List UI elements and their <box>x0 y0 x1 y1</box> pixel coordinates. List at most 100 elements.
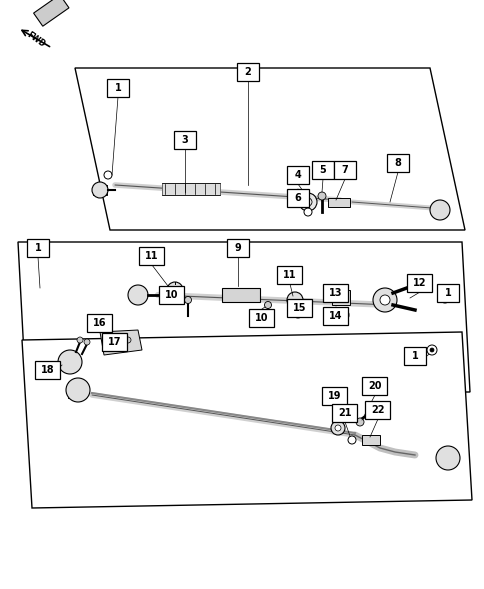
Bar <box>361 435 379 445</box>
Text: 1: 1 <box>411 351 418 361</box>
Bar <box>87 314 112 332</box>
Bar <box>107 79 129 97</box>
Bar <box>323 284 348 302</box>
Text: 13: 13 <box>329 288 342 298</box>
Bar <box>323 307 348 325</box>
Circle shape <box>442 296 446 300</box>
Bar <box>27 239 49 257</box>
Text: 8: 8 <box>394 158 401 168</box>
Text: 14: 14 <box>329 311 342 321</box>
Bar <box>386 154 408 172</box>
Bar <box>407 274 432 292</box>
Circle shape <box>287 292 302 308</box>
Bar <box>93 185 107 195</box>
Text: 7: 7 <box>341 165 348 175</box>
Bar <box>222 288 259 302</box>
Text: 10: 10 <box>165 290 179 300</box>
Circle shape <box>292 308 302 318</box>
Bar <box>277 266 302 284</box>
Text: 18: 18 <box>41 365 55 375</box>
Text: 9: 9 <box>234 243 241 253</box>
Bar <box>365 401 390 419</box>
Bar <box>439 450 455 466</box>
Bar <box>332 404 357 422</box>
Circle shape <box>355 418 363 426</box>
Circle shape <box>184 296 191 303</box>
Circle shape <box>429 348 433 352</box>
Bar <box>287 166 308 184</box>
Text: 21: 21 <box>337 408 351 418</box>
Bar <box>287 189 308 207</box>
Circle shape <box>125 337 131 343</box>
Bar <box>159 286 184 304</box>
Text: FWD: FWD <box>25 31 46 49</box>
Bar <box>249 309 274 327</box>
Bar <box>237 63 258 81</box>
Bar <box>403 347 425 365</box>
Bar <box>333 161 355 179</box>
Bar <box>162 183 220 195</box>
Circle shape <box>128 285 148 305</box>
Circle shape <box>348 436 355 444</box>
Polygon shape <box>100 330 142 355</box>
Circle shape <box>435 446 459 470</box>
Circle shape <box>334 308 348 322</box>
Text: 20: 20 <box>367 381 381 391</box>
Polygon shape <box>22 332 471 508</box>
Bar <box>362 377 387 395</box>
Circle shape <box>88 324 96 332</box>
Text: 17: 17 <box>108 337 121 347</box>
Text: 4: 4 <box>294 170 301 180</box>
Text: 5: 5 <box>319 165 326 175</box>
Polygon shape <box>18 242 469 392</box>
Bar <box>33 0 69 26</box>
Circle shape <box>109 337 115 343</box>
Circle shape <box>330 421 344 435</box>
Bar <box>311 161 333 179</box>
Bar <box>287 299 312 317</box>
Bar <box>139 247 164 265</box>
Text: 1: 1 <box>34 243 41 253</box>
Bar <box>35 361 60 379</box>
Circle shape <box>429 200 449 220</box>
Text: 2: 2 <box>244 67 251 77</box>
Circle shape <box>298 193 317 211</box>
Circle shape <box>426 345 436 355</box>
Text: 11: 11 <box>283 270 296 280</box>
Bar <box>332 290 349 305</box>
Circle shape <box>372 288 396 312</box>
Text: 16: 16 <box>93 318 106 328</box>
Bar <box>102 333 127 351</box>
Text: 6: 6 <box>294 193 301 203</box>
Circle shape <box>439 293 449 303</box>
Text: 22: 22 <box>370 405 384 415</box>
Text: 15: 15 <box>293 303 306 313</box>
Circle shape <box>379 295 389 305</box>
Polygon shape <box>75 68 464 230</box>
Circle shape <box>92 182 108 198</box>
Bar <box>68 382 86 398</box>
Circle shape <box>303 208 311 216</box>
Text: 19: 19 <box>328 391 341 401</box>
Text: 12: 12 <box>412 278 426 288</box>
Circle shape <box>66 378 90 402</box>
Circle shape <box>166 282 182 298</box>
Bar <box>322 387 347 405</box>
Circle shape <box>84 339 90 345</box>
Text: 1: 1 <box>444 288 451 298</box>
Text: 10: 10 <box>255 313 268 323</box>
Circle shape <box>58 350 82 374</box>
Circle shape <box>303 198 311 206</box>
Circle shape <box>77 337 83 343</box>
Text: 1: 1 <box>114 83 121 93</box>
Text: 11: 11 <box>145 251 158 261</box>
Circle shape <box>264 302 271 309</box>
Circle shape <box>334 425 340 431</box>
Bar <box>227 239 248 257</box>
Bar <box>327 198 349 207</box>
Circle shape <box>338 312 344 318</box>
Circle shape <box>318 192 325 200</box>
Bar <box>174 131 196 149</box>
Text: 3: 3 <box>181 135 188 145</box>
Bar <box>436 284 458 302</box>
